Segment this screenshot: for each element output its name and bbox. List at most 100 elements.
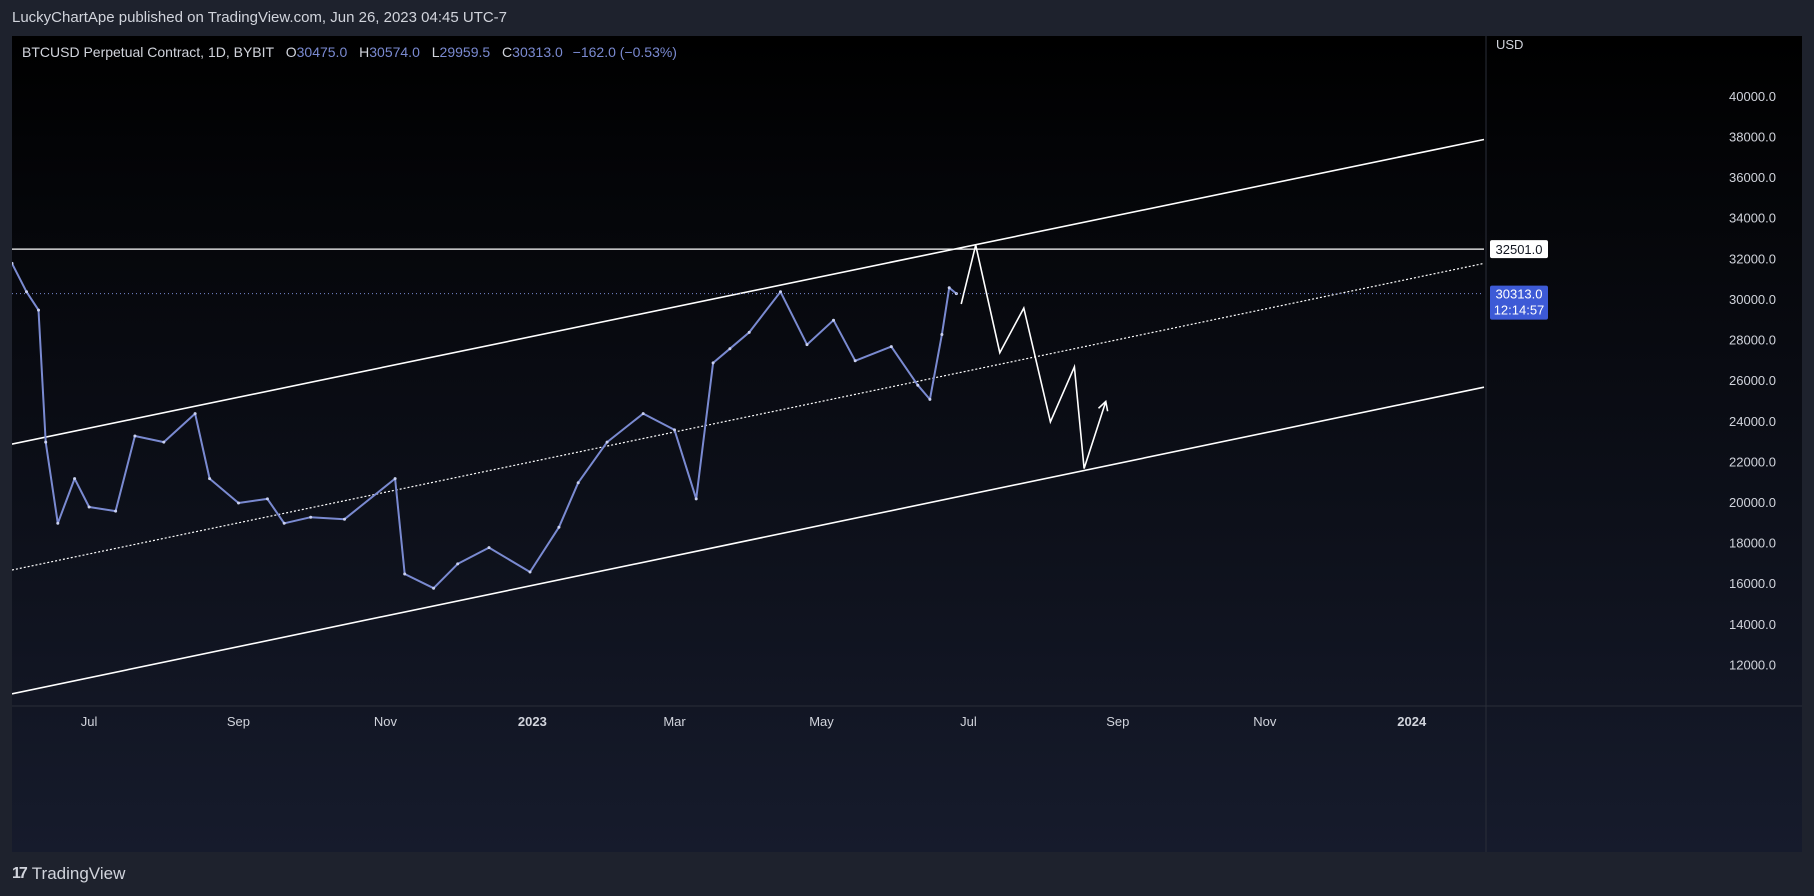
price-point: [576, 481, 580, 485]
price-point: [208, 477, 212, 481]
resistance-price-tag: [1490, 240, 1548, 259]
price-point: [237, 501, 240, 505]
published-info: LuckyChartApe published on TradingView.c…: [12, 9, 508, 26]
price-point: [673, 428, 676, 432]
axes: USD 12000.0 14000.0 16000.0 18000.0 20000.0 22…: [12, 36, 1802, 852]
brand-name: TradingView: [31, 864, 126, 883]
y-tick-label: 24000.0: [1729, 414, 1776, 429]
price-point: [456, 562, 460, 566]
y-tick-label: 16000.0: [1729, 576, 1776, 591]
x-tick-label: Jul: [960, 714, 977, 729]
price-point: [114, 509, 118, 513]
top-bar: LuckyChartApe published on TradingView.c…: [0, 0, 1814, 36]
channel-lower-line[interactable]: [12, 386, 1485, 695]
price-point: [403, 572, 407, 576]
x-tick-label: Nov: [374, 714, 398, 729]
price-point: [44, 440, 48, 444]
y-tick-label: 34000.0: [1729, 211, 1776, 226]
y-tick-label: 40000.0: [1729, 89, 1776, 104]
price-point: [282, 521, 286, 525]
price-series: [12, 261, 958, 590]
price-point: [393, 477, 397, 481]
price-point: [265, 497, 269, 501]
y-tick-label: 18000.0: [1729, 536, 1776, 551]
x-tick-label: Nov: [1253, 714, 1277, 729]
high-value: 30574.0: [369, 44, 420, 60]
price-point: [694, 497, 698, 501]
price-point: [162, 440, 166, 444]
price-point: [432, 586, 436, 590]
y-tick-label: 36000.0: [1729, 170, 1776, 185]
price-point: [940, 333, 944, 336]
footer: 17 TradingView: [0, 852, 1814, 896]
price-point: [56, 521, 60, 525]
price-point: [805, 343, 809, 347]
currency-label: USD: [1496, 37, 1523, 52]
y-tick-label: 38000.0: [1729, 130, 1776, 145]
channel-upper-line[interactable]: [12, 138, 1485, 445]
price-point: [193, 412, 197, 416]
price-point: [832, 318, 835, 322]
resistance-price-label: 32501.0: [1496, 242, 1543, 257]
price-point: [37, 308, 40, 312]
price-point: [487, 546, 491, 550]
horizontal-line: [12, 248, 1484, 295]
x-tick-label: 2023: [518, 714, 547, 729]
x-tick-label: May: [809, 714, 834, 729]
price-point: [87, 505, 91, 509]
price-point: [853, 359, 857, 363]
y-tick-label: 14000.0: [1729, 617, 1776, 632]
y-tick-label: 30000.0: [1729, 292, 1776, 307]
price-point: [605, 440, 609, 444]
open-label: O: [285, 44, 297, 60]
low-value: 29959.5: [439, 44, 491, 60]
price-point: [889, 345, 893, 349]
price-point: [947, 286, 951, 290]
y-tick-label: 12000.0: [1729, 657, 1776, 672]
projection-path: [960, 244, 1109, 469]
price-point: [12, 261, 14, 265]
price-point: [641, 412, 645, 416]
y-tick-label: 22000.0: [1729, 454, 1776, 469]
change-value: −162.0 (−0.53%): [572, 44, 677, 60]
price-point: [557, 525, 561, 529]
close-label: C: [502, 44, 513, 60]
price-point: [309, 515, 313, 519]
price-point: [928, 397, 932, 401]
price-line: [12, 262, 958, 590]
y-tick-label: 28000.0: [1729, 333, 1776, 348]
projection-line[interactable]: [960, 244, 1107, 469]
symbol-name: BTCUSD Perpetual Contract, 1D, BYBIT: [22, 44, 274, 60]
y-tick-label: 26000.0: [1729, 373, 1776, 388]
close-value: 30313.0: [512, 44, 563, 60]
x-tick-label: Jul: [81, 714, 98, 729]
channel-middle-line[interactable]: [12, 262, 1485, 571]
price-point: [343, 517, 346, 521]
open-value: 30475.0: [296, 44, 348, 60]
channel-lines: [12, 138, 1485, 695]
symbol-legend: BTCUSD Perpetual Contract, 1D, BYBIT O30…: [22, 44, 677, 60]
x-tick-label: 2024: [1397, 714, 1427, 729]
price-point: [916, 383, 920, 387]
projection-arrowhead-icon: [1097, 399, 1109, 412]
last-price-tag: [1490, 285, 1548, 320]
tradingview-logo-icon: 17: [12, 865, 28, 882]
price-point: [133, 434, 137, 438]
price-point: [779, 290, 782, 294]
x-tick-label: Mar: [663, 714, 686, 729]
high-label: H: [359, 44, 370, 60]
price-point: [711, 361, 715, 365]
price-chart[interactable]: USD 12000.0 14000.0 16000.0 18000.0 20000.0 22…: [12, 36, 1802, 852]
price-point: [73, 477, 77, 481]
last-price-label: 30313.0: [1496, 287, 1543, 302]
bar-countdown-label: 12:14:57: [1494, 303, 1545, 318]
y-tick-label: 32000.0: [1729, 251, 1776, 266]
y-tick-label: 20000.0: [1729, 495, 1776, 510]
x-tick-label: Sep: [227, 714, 250, 729]
chart-area[interactable]: USD 12000.0 14000.0 16000.0 18000.0 20000.0 22…: [12, 36, 1802, 852]
price-point: [728, 347, 732, 351]
price-point: [747, 330, 751, 334]
tradingview-brand[interactable]: 17 TradingView: [12, 864, 125, 884]
price-point: [528, 570, 532, 574]
x-tick-label: Sep: [1106, 714, 1129, 729]
